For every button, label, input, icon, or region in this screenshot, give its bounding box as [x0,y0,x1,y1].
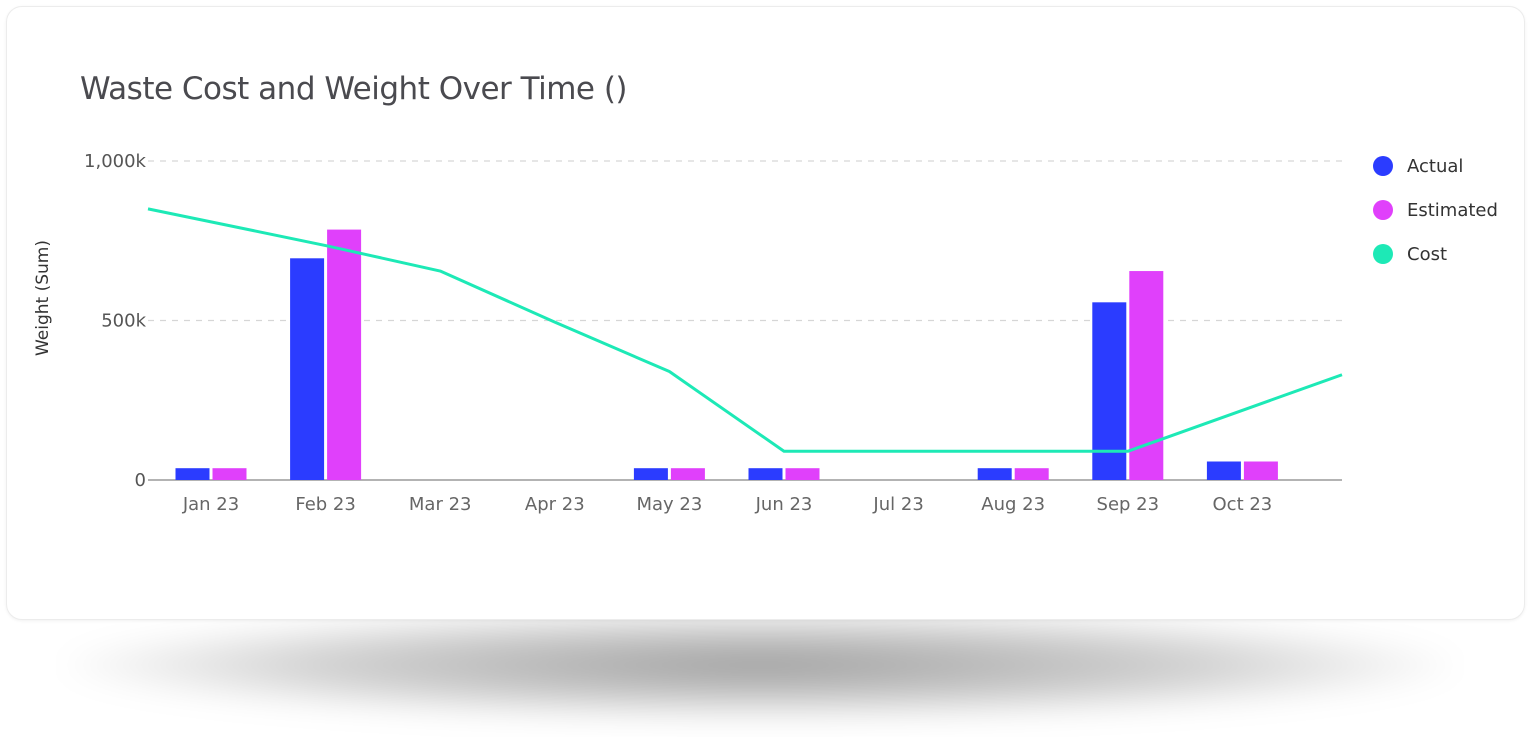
legend-label: Estimated [1407,199,1498,221]
chart-card: Waste Cost and Weight Over Time () [6,6,1525,620]
legend: Actual Estimated Cost [1373,144,1498,276]
bar-actual-5 [748,468,783,480]
x-tick-label: Mar 23 [409,494,472,515]
y-tick-label: 500k [101,311,146,332]
legend-swatch [1373,200,1393,220]
y-tick-label: 1,000k [84,151,147,172]
x-tick-label: Feb 23 [295,494,356,515]
x-tick-label: Oct 23 [1213,494,1273,515]
x-tick-label: Sep 23 [1097,494,1160,515]
bar-actual-0 [175,468,210,480]
bar-estimated-1 [327,229,362,480]
bar-actual-9 [1206,461,1241,480]
bar-estimated-0 [212,468,247,480]
legend-swatch [1373,156,1393,176]
y-tick-label: 0 [135,470,146,491]
bar-estimated-9 [1243,461,1278,480]
bar-actual-7 [977,468,1012,480]
x-tick-label: Jun 23 [755,494,813,515]
y-axis-label: Weight (Sum) [33,240,53,356]
x-tick-label: Jan 23 [182,494,239,515]
card-shadow [60,610,1460,720]
bar-actual-8 [1092,302,1127,480]
legend-label: Actual [1407,155,1464,177]
x-tick-label: May 23 [636,494,702,515]
line-cost [147,207,1343,453]
legend-item-actual[interactable]: Actual [1373,144,1498,188]
chart-title: Waste Cost and Weight Over Time () [80,71,628,107]
bar-estimated-5 [785,468,820,480]
legend-swatch [1373,244,1393,264]
bar-actual-1 [290,258,325,480]
bar-actual-4 [633,468,668,480]
legend-item-estimated[interactable]: Estimated [1373,188,1498,232]
x-tick-label: Jul 23 [872,494,923,515]
bar-estimated-7 [1014,468,1049,480]
legend-item-cost[interactable]: Cost [1373,232,1498,276]
bar-estimated-4 [670,468,705,480]
x-tick-label: Aug 23 [981,494,1045,515]
x-tick-label: Apr 23 [525,494,585,515]
legend-label: Cost [1407,243,1448,265]
